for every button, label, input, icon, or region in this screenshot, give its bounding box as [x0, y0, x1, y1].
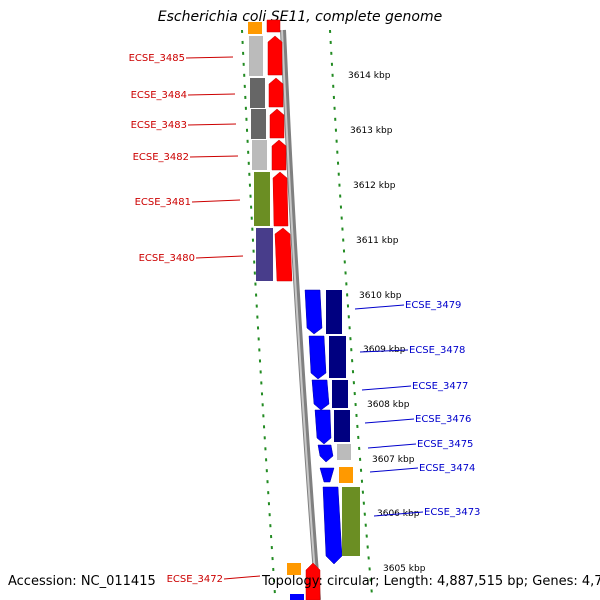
gene-arrow-3478 [308, 335, 327, 380]
gene-arrow-3484 [268, 77, 284, 108]
forward-label-leaders [354, 304, 424, 517]
tick-label: 3609 kbp [363, 345, 406, 355]
gene-label-reverse: ECSE_3484 [131, 90, 187, 101]
feature-slate-3480 [256, 228, 273, 281]
gene-arrow-3474 [319, 467, 335, 483]
gene-arrow-3483 [269, 108, 285, 139]
gene-label-forward: ECSE_3474 [419, 463, 475, 474]
tick-label: 3613 kbp [350, 126, 393, 136]
tick-label: 3605 kbp [383, 564, 426, 574]
feature-darkgray-3483 [251, 109, 266, 139]
gene-arrow-3481 [272, 171, 289, 227]
gene-arrow-3482 [271, 139, 287, 171]
map-title: Escherichia coli SE11, complete genome [157, 9, 443, 25]
feature-navy-3478 [329, 336, 346, 378]
gene-label-forward: ECSE_3476 [415, 414, 471, 425]
forward-gene-labels: ECSE_3479 ECSE_3478 ECSE_3477 ECSE_3476 … [405, 300, 480, 518]
tick-label: 3607 kbp [372, 455, 415, 465]
feature-navy-3477 [332, 380, 348, 408]
tick-label: 3611 kbp [356, 236, 399, 246]
gc-ring-inner [329, 29, 373, 596]
gene-arrow-3477 [311, 379, 330, 411]
gene-arrow-3476 [314, 409, 332, 445]
tick-label: 3608 kbp [367, 400, 410, 410]
gene-label-reverse: ECSE_3481 [135, 197, 191, 208]
gene-arrow-3480 [274, 227, 293, 282]
feature-orange [248, 22, 262, 34]
gene-arrow-3473 [322, 486, 343, 565]
gene-label-forward: ECSE_3479 [405, 300, 461, 311]
gene-label-reverse: ECSE_3483 [131, 120, 187, 131]
feature-navy-3479 [326, 290, 342, 334]
reverse-gene-labels: ECSE_3485 ECSE_3484 ECSE_3483 ECSE_3482 … [129, 53, 223, 585]
feature-navy-3476 [334, 410, 350, 442]
gene-arrow-3485 [266, 19, 281, 33]
forward-strand-features [326, 290, 360, 556]
gc-ring-outer [241, 29, 276, 596]
forward-strand-genes [304, 289, 343, 565]
gene-label-reverse: ECSE_3472 [167, 574, 223, 585]
topology-text: Topology: circular; Length: 4,887,515 bp… [262, 574, 600, 589]
feature-blue-3472 [290, 594, 304, 600]
reverse-strand-genes [266, 19, 321, 600]
gene-arrow-3485b [267, 35, 283, 76]
reverse-label-leaders [185, 56, 261, 580]
gene-arrow-3479 [304, 289, 323, 335]
gene-label-reverse: ECSE_3482 [133, 152, 189, 163]
feature-darkgray-3484 [250, 78, 265, 108]
feature-gray-3475 [337, 444, 351, 460]
gene-label-forward: ECSE_3475 [417, 439, 473, 450]
feature-olive-3481 [254, 172, 270, 226]
gene-label-forward: ECSE_3477 [412, 381, 468, 392]
feature-gray-3482 [252, 140, 267, 170]
genome-backbone-highlight [281, 29, 318, 600]
reverse-strand-features [248, 22, 273, 281]
tick-label: 3612 kbp [353, 181, 396, 191]
feature-gray-3485 [249, 36, 263, 76]
gene-arrow-3475 [317, 444, 334, 463]
feature-orange-3474 [339, 467, 353, 483]
gene-label-reverse: ECSE_3485 [129, 53, 185, 64]
gc-content-ring [241, 29, 373, 596]
gene-arrow-3472 [305, 562, 321, 600]
accession-text: Accession: NC_011415 [8, 574, 156, 589]
gene-label-reverse: ECSE_3480 [139, 253, 195, 264]
feature-orange-3472 [287, 563, 301, 575]
gene-label-forward: ECSE_3473 [424, 507, 480, 518]
gene-label-forward: ECSE_3478 [409, 345, 465, 356]
tick-label: 3614 kbp [348, 71, 391, 81]
feature-olive-3473 [342, 487, 360, 556]
tick-label: 3610 kbp [359, 291, 402, 301]
